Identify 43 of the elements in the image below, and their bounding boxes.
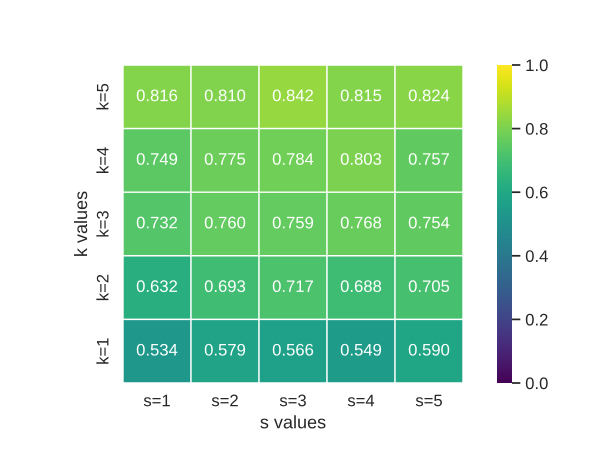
data-label: 0.579	[204, 344, 246, 356]
data-label: 0.775	[204, 153, 246, 165]
data-label: 0.693	[204, 280, 246, 292]
data-label: 0.816	[136, 89, 178, 102]
data-label: 0.757	[408, 153, 450, 165]
data-label: 0.754	[408, 216, 450, 228]
y-tick-label: k=3	[96, 211, 109, 237]
color-bar-label: 0.6	[526, 186, 548, 198]
data-label: 0.632	[136, 280, 178, 292]
x-tick-label: s=3	[280, 394, 306, 406]
color-bar-label: 0.0	[526, 377, 548, 390]
x-axis-title: s values	[260, 415, 326, 428]
color-bar-label: 0.8	[526, 123, 548, 135]
y-tick-label: k=1	[96, 338, 108, 364]
y-tick-label: k=2	[96, 274, 108, 300]
data-label: 0.749	[136, 153, 178, 165]
data-label: 0.732	[136, 216, 178, 228]
y-axis-title: k values	[74, 192, 88, 256]
data-label: 0.784	[272, 153, 314, 165]
x-tick-label: s=1	[144, 394, 170, 406]
y-tick-label: k=5	[96, 84, 109, 110]
color-bar-label: 0.2	[526, 314, 548, 326]
data-label: 0.717	[272, 280, 314, 292]
data-label: 0.810	[204, 89, 246, 102]
data-label: 0.688	[340, 280, 382, 292]
data-label: 0.759	[272, 216, 314, 228]
data-label: 0.842	[272, 89, 314, 102]
x-tick-label: s=4	[348, 394, 374, 406]
data-label: 0.705	[408, 280, 450, 292]
x-tick-label: s=5	[416, 394, 442, 406]
color-bar-label: 1.0	[526, 59, 548, 72]
data-label: 0.566	[272, 344, 314, 356]
data-label: 0.815	[340, 89, 382, 102]
data-label: 0.824	[408, 89, 450, 102]
data-label: 0.549	[340, 344, 382, 356]
data-label: 0.768	[340, 216, 382, 228]
x-tick-label: s=2	[212, 394, 238, 406]
data-label: 0.534	[136, 344, 178, 356]
y-tick-label: k=4	[96, 147, 108, 173]
data-label: 0.760	[204, 216, 246, 228]
color-bar-label: 0.4	[526, 250, 548, 262]
data-label: 0.590	[408, 344, 450, 356]
data-label: 0.803	[340, 153, 382, 165]
